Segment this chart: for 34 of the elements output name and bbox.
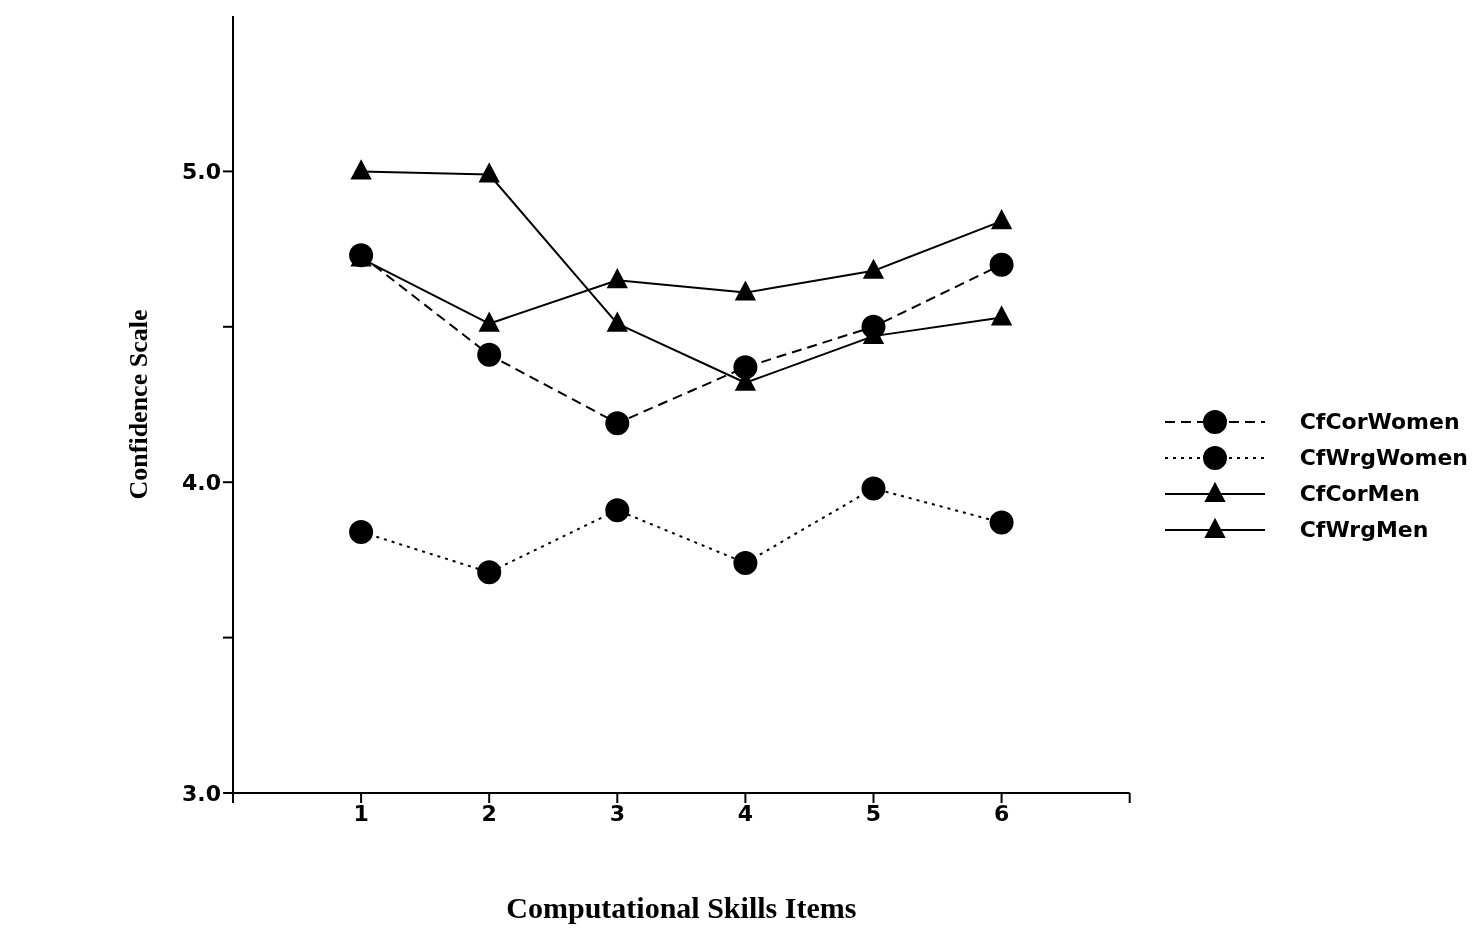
- point: [735, 281, 756, 301]
- point: [351, 160, 372, 180]
- point: [991, 210, 1012, 230]
- point: [991, 306, 1012, 326]
- legend-label: CfCorMen: [1299, 481, 1420, 506]
- y-tick-label: 3.0: [182, 780, 221, 806]
- legend-label: CfCorWomen: [1299, 409, 1460, 434]
- point: [733, 355, 758, 380]
- x-tick-label: 6: [993, 800, 1010, 826]
- point: [607, 312, 628, 332]
- point: [349, 519, 374, 544]
- point: [479, 312, 500, 332]
- point: [989, 510, 1014, 535]
- point: [989, 252, 1014, 277]
- point: [479, 163, 500, 183]
- x-tick-label: 2: [481, 800, 497, 826]
- y-tick-label: 5.0: [182, 159, 221, 185]
- x-tick-label: 4: [737, 800, 754, 826]
- x-tick-label: 1: [353, 800, 369, 826]
- point: [733, 551, 758, 576]
- point: [607, 269, 628, 289]
- y-axis-title: Confidence Scale: [124, 309, 154, 500]
- y-tick-label: 4.0: [182, 470, 221, 496]
- point: [605, 498, 630, 523]
- x-tick-label: 3: [609, 800, 625, 826]
- point: [477, 342, 502, 367]
- legend-label: CfWrgWomen: [1299, 445, 1468, 470]
- point: [477, 560, 502, 585]
- legend-label: CfWrgMen: [1299, 517, 1429, 542]
- point: [863, 259, 884, 279]
- x-axis-title: Computational Skills Items: [506, 891, 857, 924]
- point: [861, 476, 886, 501]
- point: [605, 411, 630, 436]
- x-tick-label: 5: [865, 800, 882, 826]
